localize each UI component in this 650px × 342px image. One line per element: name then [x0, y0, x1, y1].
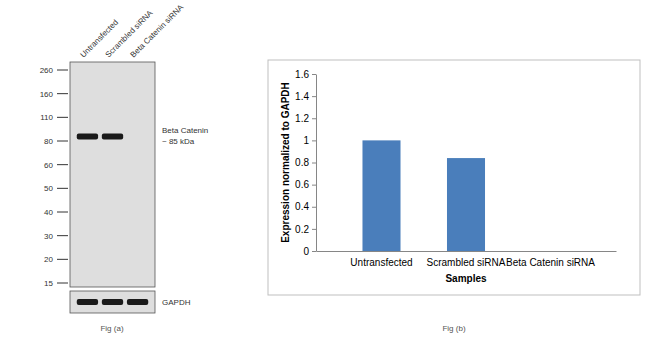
y-tick-label: 1 [303, 135, 309, 146]
bars [362, 140, 485, 251]
caption: Fig (a) [100, 324, 123, 333]
y-tick-mark [312, 118, 316, 119]
x-tick-label: Beta Catenin siRNA [506, 257, 595, 268]
y-tick: 1.4 [295, 91, 316, 102]
marker-label: 80 [44, 137, 53, 146]
target-name: Beta Catenin [162, 126, 208, 135]
marker-label: 20 [44, 255, 53, 264]
y-tick-mark [312, 163, 316, 164]
blot: 26016011080605040302015UntransfectedScra… [40, 2, 209, 333]
marker-label: 160 [40, 90, 54, 99]
marker-label: 40 [44, 208, 53, 217]
target-band [102, 133, 123, 139]
target-band [77, 133, 98, 139]
x-tick: Scrambled siRNA [427, 251, 506, 268]
target-size: ~ 85 kDa [162, 137, 195, 146]
marker-tick [57, 283, 68, 284]
y-tick-label: 0.4 [295, 201, 309, 212]
y-tick: 0.2 [295, 224, 316, 235]
marker-tick [57, 212, 68, 213]
x-axis-line [317, 251, 617, 252]
marker-label: 60 [44, 161, 53, 170]
chart-frame [268, 60, 640, 295]
y-tick: 0 [303, 246, 316, 257]
y-tick: 1.2 [295, 113, 316, 124]
caption: Fig (b) [442, 324, 465, 333]
marker-tick [57, 235, 68, 236]
y-tick-label: 0.8 [295, 157, 309, 168]
y-tick-mark [312, 74, 316, 75]
y-tick-mark [312, 229, 316, 230]
y-tick: 1.6 [295, 69, 316, 80]
y-tick-label: 1.4 [295, 91, 309, 102]
loading-control-band [102, 299, 123, 305]
loading-control-name: GAPDH [162, 298, 191, 307]
marker-label: 110 [40, 113, 53, 122]
y-tick-mark [312, 251, 316, 252]
gel-background [70, 62, 155, 287]
marker-tick [57, 141, 68, 142]
y-tick-mark [312, 207, 316, 208]
marker-label: 15 [44, 279, 53, 288]
y-tick: 1 [303, 135, 316, 146]
marker-tick [57, 70, 68, 71]
x-axis-title: Samples [445, 273, 487, 284]
x-tick: Beta Catenin siRNA [506, 251, 595, 268]
loading-control-band [77, 299, 98, 305]
y-tick-mark [312, 96, 316, 97]
marker-tick [57, 93, 68, 94]
bar [531, 251, 569, 252]
y-tick-label: 0 [303, 246, 309, 257]
y-tick: 0.4 [295, 201, 316, 212]
x-axis: Untransfected Scrambled siRNABeta Catenin… [317, 251, 617, 268]
lane-label: Beta Catenin siRNA [129, 2, 186, 59]
bar-chart: 0 0.2 0.4 0.6 0.8 1 1.2 1.4 1.6 Untransfected Scra… [268, 60, 640, 333]
x-tick-label: Untransfected [350, 257, 412, 268]
loading-control-band [127, 299, 148, 305]
marker-tick [57, 117, 68, 118]
y-tick-label: 1.6 [295, 69, 309, 80]
y-axis-line [316, 75, 317, 252]
x-tick: Untransfected [350, 251, 412, 268]
y-tick-mark [312, 185, 316, 186]
x-tick-label: Scrambled siRNA [427, 257, 506, 268]
marker-label: 260 [40, 66, 54, 75]
y-tick: 0.8 [295, 157, 316, 168]
bar [447, 158, 485, 251]
y-axis: 0 0.2 0.4 0.6 0.8 1 1.2 1.4 1.6 [295, 69, 316, 257]
figure: 260 160 110 80 60 50 40 30 20 15 Untransfected Scra… [0, 0, 650, 342]
y-tick: 0.6 [295, 179, 316, 190]
y-tick-mark [312, 140, 316, 141]
y-tick-label: 0.6 [295, 179, 309, 190]
marker-tick [57, 259, 68, 260]
y-tick-label: 1.2 [295, 113, 309, 124]
loading-control-background [70, 291, 155, 313]
y-axis-title: Expression normalized to GAPDH [280, 82, 291, 243]
marker-tick [57, 164, 68, 165]
marker-label: 50 [44, 184, 53, 193]
y-tick-label: 0.2 [295, 224, 309, 235]
bar [362, 140, 400, 251]
marker-tick [57, 188, 68, 189]
marker-label: 30 [44, 232, 53, 241]
